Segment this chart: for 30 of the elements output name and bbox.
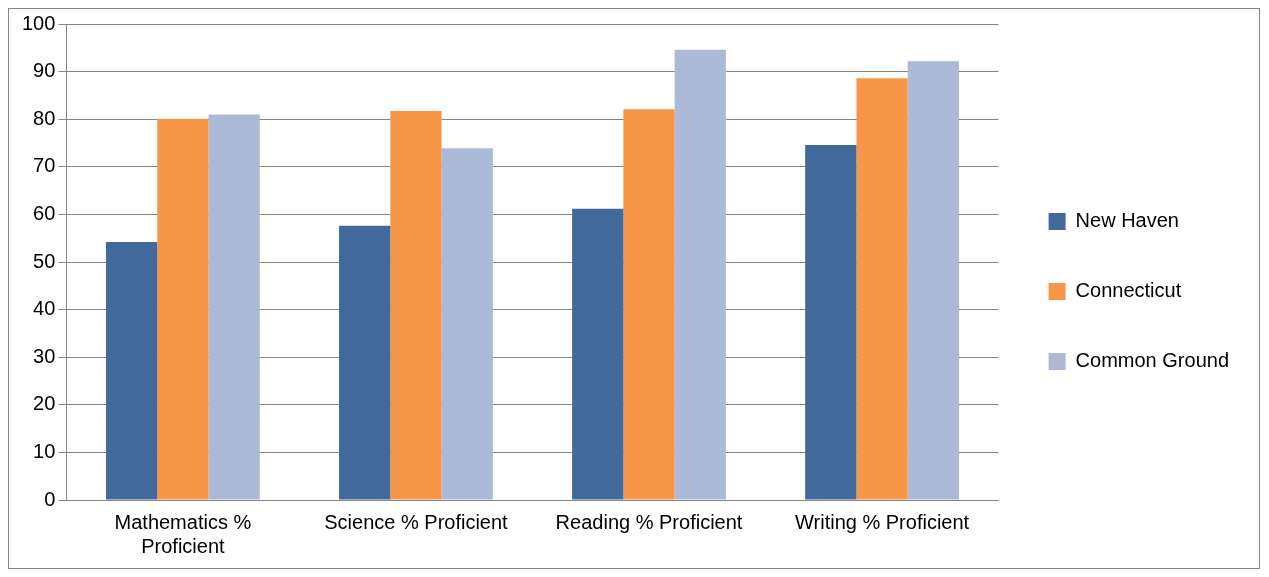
legend-label: Connecticut [1075, 279, 1182, 302]
y-tick-label: 0 [44, 487, 56, 510]
bar [105, 242, 158, 500]
bar [157, 118, 209, 500]
y-tick-label: 40 [33, 297, 56, 320]
bar [907, 61, 959, 500]
bar [208, 114, 260, 500]
bar [674, 49, 726, 500]
legend-label: Common Ground [1075, 349, 1230, 372]
bar [805, 144, 857, 500]
x-tick-label: Reading % Proficient [555, 510, 743, 533]
y-tick-label: 100 [21, 11, 56, 34]
bar [623, 109, 675, 500]
y-tick-label: 70 [33, 154, 56, 177]
y-tick-label: 50 [33, 249, 56, 272]
y-tick-label: 60 [33, 201, 56, 224]
x-tick-label: Science % Proficient [324, 510, 509, 533]
x-tick-label: Writing % Proficient [795, 510, 970, 533]
y-tick-label: 10 [33, 439, 56, 462]
bar [572, 208, 624, 500]
y-tick-label: 80 [33, 106, 56, 129]
legend-label: New Haven [1075, 209, 1179, 232]
y-tick-label: 20 [33, 392, 56, 415]
x-tick-label: Mathematics % Proficient [114, 510, 252, 557]
bar [441, 148, 493, 500]
bar [390, 111, 442, 500]
bar [339, 225, 391, 500]
y-tick-label: 90 [33, 59, 56, 82]
bar [856, 78, 908, 500]
y-tick-label: 30 [33, 344, 56, 367]
